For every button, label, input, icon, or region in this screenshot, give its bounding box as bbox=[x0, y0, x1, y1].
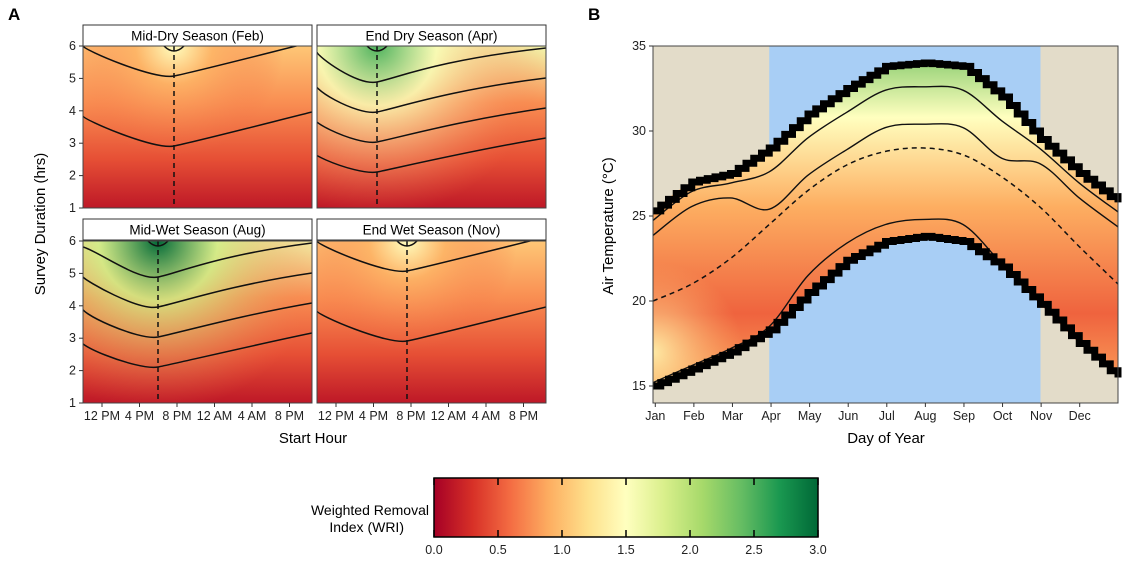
wri-contour-line bbox=[317, 107, 546, 144]
panel-a-letter: A bbox=[8, 5, 20, 24]
y-tick-label: 1 bbox=[69, 396, 76, 410]
panel-a-facet-grid: Mid-Dry Season (Feb) 1 2 3 4 5 6 End Dry Season… bbox=[69, 24, 547, 423]
x-tick-label: Jun bbox=[838, 409, 858, 423]
facet-strip-title: End Wet Season (Nov) bbox=[363, 223, 501, 238]
y-tick-label: 4 bbox=[69, 299, 76, 313]
wri-contour-line bbox=[83, 242, 312, 278]
panel-b-temperature-chart: 15 20 25 30 35 Jan Feb Mar Apr May Jun Jul Aug Sep Oct… bbox=[632, 39, 1122, 423]
colorbar-tick-label: 1.0 bbox=[553, 543, 570, 557]
y-tick-label: 4 bbox=[69, 104, 76, 118]
facet-2: End Dry Season (Apr) bbox=[316, 24, 547, 209]
wri-contour-line bbox=[317, 137, 546, 174]
y-tick-label: 6 bbox=[69, 234, 76, 248]
facet-heat-peak bbox=[317, 46, 546, 208]
facet-frame bbox=[82, 240, 313, 404]
panel-b-letter: B bbox=[588, 5, 600, 24]
facet-heat-peak bbox=[317, 241, 546, 403]
facet-heat-peak bbox=[83, 241, 312, 403]
colorbar-tick-label: 2.0 bbox=[681, 543, 698, 557]
x-tick-label: Oct bbox=[993, 409, 1013, 423]
x-tick-label: Apr bbox=[761, 409, 780, 423]
x-tick-label: May bbox=[798, 409, 822, 423]
colorbar-tick-label: 0.0 bbox=[425, 543, 442, 557]
facet-1: Mid-Dry Season (Feb) 1 2 3 4 5 6 bbox=[69, 24, 313, 215]
x-tick-label: Aug bbox=[914, 409, 936, 423]
lower-temperature-bound bbox=[653, 232, 1122, 390]
colorbar-gradient bbox=[433, 477, 819, 538]
facet-strip-title: Mid-Dry Season (Feb) bbox=[131, 29, 264, 44]
wri-contour-line bbox=[83, 332, 312, 369]
x-tick-label: 8 PM bbox=[509, 409, 538, 423]
x-tick-label: Jul bbox=[879, 409, 895, 423]
colorbar-title-line-2: Index (WRI) bbox=[329, 519, 404, 535]
upper-temperature-bound bbox=[653, 59, 1122, 215]
x-tick-label: 8 PM bbox=[275, 409, 304, 423]
y-tick-label: 30 bbox=[632, 124, 646, 138]
panel-a-y-axis-title: Survey Duration (hrs) bbox=[32, 153, 49, 296]
x-tick-label: Sep bbox=[953, 409, 975, 423]
x-tick-label: 4 AM bbox=[472, 409, 501, 423]
colorbar-tick-label: 3.0 bbox=[809, 543, 826, 557]
y-tick-label: 2 bbox=[69, 364, 76, 378]
optimal-temperature-line bbox=[652, 147, 1119, 302]
panel-b-x-axis-title: Day of Year bbox=[847, 430, 925, 447]
wri-colorbar-legend: Weighted Removal Index (WRI) 0.0 0.5 1.0 1.… bbox=[311, 477, 827, 557]
x-tick-label: Jan bbox=[645, 409, 665, 423]
y-tick-label: 2 bbox=[69, 169, 76, 183]
y-tick-label: 3 bbox=[69, 331, 76, 345]
colorbar-tick-label: 0.5 bbox=[489, 543, 506, 557]
y-tick-label: 25 bbox=[632, 209, 646, 223]
x-tick-label: 12 PM bbox=[84, 409, 120, 423]
facet-3: Mid-Wet Season (Aug) 1 2 3 4 5 6 12 PM 4 PM 8 PM 1… bbox=[69, 218, 313, 423]
y-tick-label: 35 bbox=[632, 39, 646, 53]
y-tick-label: 6 bbox=[69, 39, 76, 53]
wri-contour-line bbox=[83, 272, 312, 308]
y-tick-label: 3 bbox=[69, 136, 76, 150]
x-tick-label: 12 AM bbox=[431, 409, 466, 423]
y-tick-label: 20 bbox=[632, 294, 646, 308]
x-tick-label: 8 PM bbox=[396, 409, 425, 423]
y-tick-label: 5 bbox=[69, 266, 76, 280]
wri-contour-line bbox=[653, 85, 1118, 221]
y-tick-label: 5 bbox=[69, 71, 76, 85]
wri-contour-line bbox=[317, 77, 546, 113]
y-tick-label: 1 bbox=[69, 201, 76, 215]
facet-heat-peak bbox=[83, 46, 312, 208]
facet-frame bbox=[316, 240, 547, 404]
colorbar-tick-label: 1.5 bbox=[617, 543, 634, 557]
wri-contour-line bbox=[653, 123, 1118, 236]
facet-4: End Wet Season (Nov) 12 PM 4 PM 8 PM 12 AM 4 … bbox=[316, 218, 547, 423]
colorbar-tick-label: 2.5 bbox=[745, 543, 762, 557]
panel-b-y-axis-title: Air Temperature (°C) bbox=[600, 157, 617, 294]
x-tick-label: 4 AM bbox=[238, 409, 267, 423]
facet-strip-title: Mid-Wet Season (Aug) bbox=[129, 223, 265, 238]
facet-frame bbox=[316, 45, 547, 209]
facet-frame bbox=[82, 45, 313, 209]
panel-a-x-axis-title: Start Hour bbox=[279, 430, 347, 447]
x-tick-label: Feb bbox=[683, 409, 705, 423]
wri-contour-line bbox=[83, 302, 312, 339]
facet-strip bbox=[316, 218, 547, 241]
wri-contour-line bbox=[317, 47, 546, 83]
y-tick-label: 15 bbox=[632, 379, 646, 393]
x-tick-label: 12 PM bbox=[318, 409, 354, 423]
panel-b-frame bbox=[652, 45, 1119, 404]
x-tick-label: 4 PM bbox=[359, 409, 388, 423]
facet-strip-title: End Dry Season (Apr) bbox=[365, 29, 497, 44]
x-tick-label: 4 PM bbox=[125, 409, 154, 423]
x-tick-label: Dec bbox=[1069, 409, 1091, 423]
x-tick-label: 8 PM bbox=[162, 409, 191, 423]
colorbar-title-line-1: Weighted Removal bbox=[311, 502, 429, 518]
x-tick-label: 12 AM bbox=[197, 409, 232, 423]
x-tick-label: Nov bbox=[1030, 409, 1053, 423]
x-tick-label: Mar bbox=[722, 409, 744, 423]
facet-strip bbox=[82, 218, 313, 241]
